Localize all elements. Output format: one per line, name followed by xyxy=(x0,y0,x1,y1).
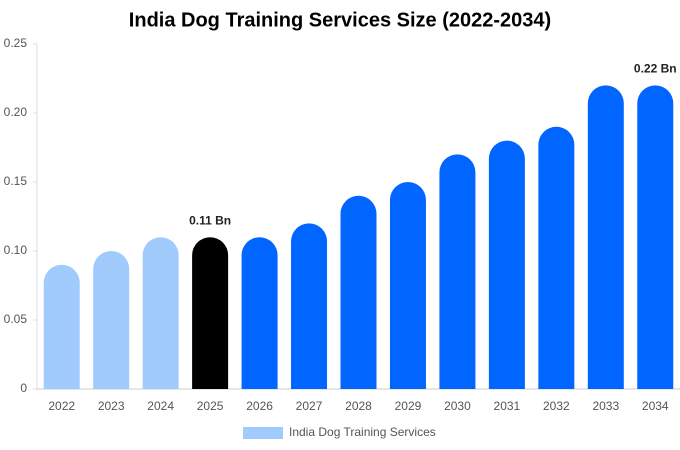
bar xyxy=(340,195,377,389)
bar xyxy=(192,237,229,389)
bar xyxy=(291,223,328,389)
bar xyxy=(43,264,80,389)
bar xyxy=(587,85,624,390)
chart-title: India Dog Training Services Size (2022-2… xyxy=(129,9,551,31)
x-tick-label: 2023 xyxy=(98,399,125,413)
y-tick-label: 0.05 xyxy=(4,312,28,326)
x-tick-label: 2026 xyxy=(246,399,273,413)
x-tick-label: 2033 xyxy=(592,399,619,413)
legend-swatch xyxy=(243,427,283,439)
data-label: 0.11 Bn xyxy=(189,213,231,227)
y-tick-label: 0.20 xyxy=(4,105,28,119)
x-tick-label: 2024 xyxy=(147,399,174,413)
x-tick-label: 2025 xyxy=(197,399,224,413)
bar xyxy=(142,237,179,389)
data-label: 0.22 Bn xyxy=(634,62,677,76)
x-tick-label: 2022 xyxy=(48,399,75,413)
y-tick-label: 0 xyxy=(20,381,27,395)
y-tick-label: 0.15 xyxy=(4,174,28,188)
x-tick-label: 2032 xyxy=(543,399,570,413)
bar xyxy=(241,237,278,389)
x-tick-label: 2034 xyxy=(642,399,669,413)
bar xyxy=(538,126,575,389)
x-tick-label: 2031 xyxy=(494,399,521,413)
bar xyxy=(439,154,476,389)
y-tick-label: 0.25 xyxy=(4,36,28,50)
bar xyxy=(488,140,525,389)
x-tick-label: 2028 xyxy=(345,399,372,413)
y-tick-label: 0.10 xyxy=(4,243,28,257)
legend-label: India Dog Training Services xyxy=(289,425,436,439)
x-tick-label: 2030 xyxy=(444,399,471,413)
x-tick-label: 2027 xyxy=(296,399,323,413)
bar xyxy=(637,85,674,390)
x-tick-label: 2029 xyxy=(395,399,422,413)
bar xyxy=(93,251,130,389)
bar xyxy=(389,182,426,389)
